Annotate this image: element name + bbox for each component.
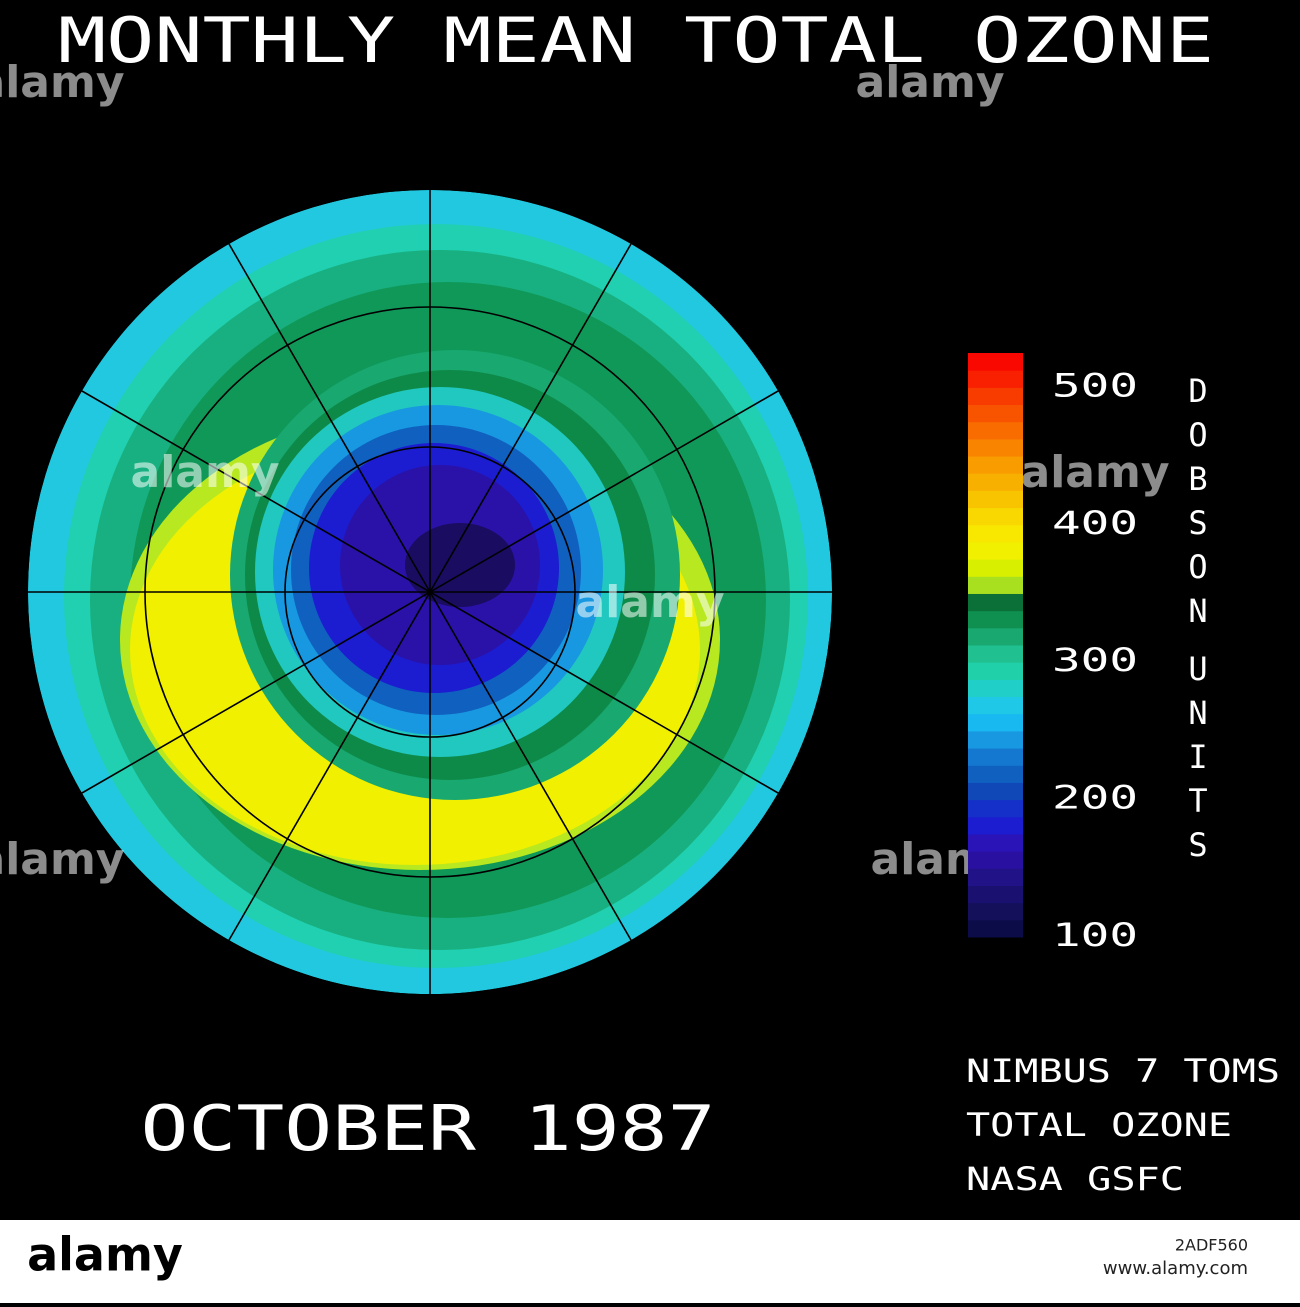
colorbar-segment <box>968 662 1023 680</box>
colorbar-label: DOBSON <box>1179 372 1217 636</box>
footer-logo: alamy <box>27 1228 183 1282</box>
site-url: www.alamy.com <box>1103 1258 1248 1279</box>
colorbar-segment <box>968 885 1023 904</box>
colorbar-segment <box>968 559 1023 577</box>
watermark: alamy <box>131 447 280 498</box>
colorbar-segment <box>968 387 1023 406</box>
colorbar-segment <box>968 730 1023 749</box>
colorbar-segment <box>968 833 1023 852</box>
colorbar-segment <box>968 456 1023 474</box>
colorbar-segment <box>968 679 1023 698</box>
colorbar-segment <box>968 490 1023 509</box>
colorbar-segment <box>968 610 1023 629</box>
colorbar-segment <box>968 524 1023 543</box>
colorbar-segment <box>968 353 1023 371</box>
colorbar-segment <box>968 799 1023 818</box>
watermark: alamy <box>576 577 725 628</box>
colorbar-segment <box>968 507 1023 526</box>
colorbar-segment <box>968 765 1023 783</box>
credit: NIMBUS 7 TOMS <box>966 1052 1280 1090</box>
credit: NASA GSFC <box>966 1160 1184 1198</box>
colorbar-segment <box>968 593 1023 612</box>
colorbar-segment <box>968 919 1023 938</box>
colorbar-segment <box>968 576 1023 594</box>
colorbar-segment <box>968 645 1023 663</box>
map-band <box>405 523 515 607</box>
colorbar-segment <box>968 438 1023 457</box>
colorbar-tick-label: 100 <box>1052 916 1138 954</box>
colorbar-segment <box>968 868 1023 886</box>
colorbar-segment <box>968 404 1023 423</box>
colorbar-segment <box>968 902 1023 921</box>
colorbar-segment <box>968 370 1023 388</box>
ozone-map <box>28 190 832 994</box>
colorbar-tick-label: 400 <box>1052 504 1138 542</box>
image-id: 2ADF560 <box>1175 1236 1248 1255</box>
colorbar-tick-label: 300 <box>1052 641 1138 679</box>
watermark: alamy <box>1021 447 1170 498</box>
colorbar-segment <box>968 782 1023 801</box>
colorbar-segment <box>968 713 1023 732</box>
credit: TOTAL OZONE <box>966 1106 1232 1144</box>
title: MONTHLY MEAN TOTAL OZONE <box>58 4 1214 77</box>
date-label: OCTOBER 1987 <box>141 1092 716 1165</box>
watermark: alamy <box>856 57 1005 108</box>
colorbar-segment <box>968 816 1023 835</box>
watermark: alamy <box>0 834 125 885</box>
watermark: alamy <box>0 57 125 108</box>
colorbar-segment <box>968 851 1023 869</box>
colorbar-tick-label: 200 <box>1052 779 1138 817</box>
colorbar-tick-label: 500 <box>1052 366 1138 404</box>
colorbar-label: UNITS <box>1179 650 1217 870</box>
colorbar-segment <box>968 541 1023 560</box>
colorbar-segment <box>968 421 1023 440</box>
colorbar-segment <box>968 696 1023 715</box>
colorbar-segment <box>968 627 1023 646</box>
meridian <box>74 386 786 798</box>
colorbar-segment <box>968 748 1023 766</box>
footer-bar <box>0 1220 1300 1303</box>
colorbar-segment <box>968 473 1023 491</box>
